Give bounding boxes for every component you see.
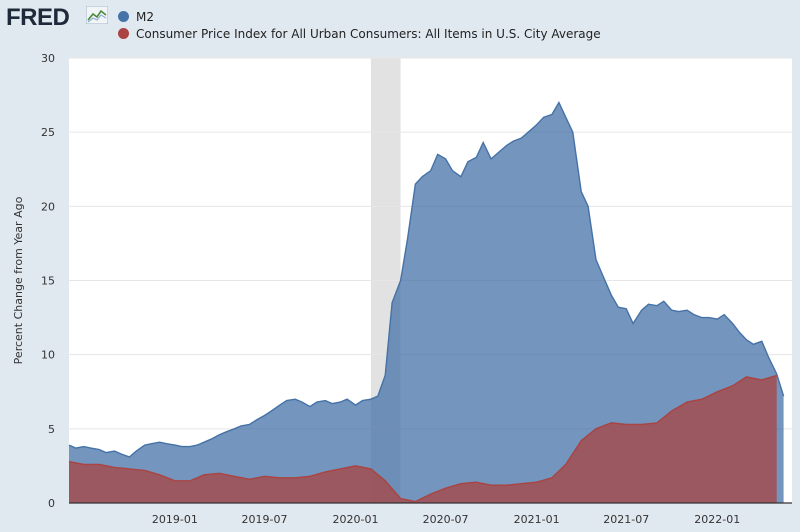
x-tick-label: 2020-07 (423, 513, 469, 526)
y-tick-label: 20 (41, 200, 55, 213)
fred-logo-icon (86, 6, 108, 24)
x-tick-label: 2022-01 (694, 513, 740, 526)
x-tick-label: 2021-01 (514, 513, 560, 526)
series-area-0 (69, 102, 784, 503)
legend-label-cpi: Consumer Price Index for All Urban Consu… (136, 26, 601, 41)
series-line-1 (68, 374, 777, 503)
y-tick-label: 30 (41, 52, 55, 65)
x-tick-label: 2019-01 (152, 513, 198, 526)
legend-label-m2: M2 (136, 9, 154, 24)
x-tick-label: 2019-07 (241, 513, 287, 526)
chart-legend: M2 Consumer Price Index for All Urban Co… (118, 8, 601, 42)
y-tick-label: 0 (48, 497, 55, 510)
legend-swatch-m2 (118, 11, 129, 22)
y-tick-label: 5 (48, 423, 55, 436)
legend-item-m2[interactable]: M2 (118, 8, 601, 25)
y-tick-label: 15 (41, 275, 55, 288)
y-axis-label: Percent Change from Year Ago (12, 196, 25, 364)
legend-swatch-cpi (118, 28, 129, 39)
x-tick-label: 2021-07 (603, 513, 649, 526)
fred-logo-text: FRED (6, 4, 70, 31)
series-line-0 (68, 100, 785, 458)
y-tick-label: 25 (41, 126, 55, 139)
series-area-1 (69, 375, 777, 503)
legend-item-cpi[interactable]: Consumer Price Index for All Urban Consu… (118, 25, 601, 42)
x-tick-label: 2020-01 (333, 513, 379, 526)
y-tick-label: 10 (41, 349, 55, 362)
